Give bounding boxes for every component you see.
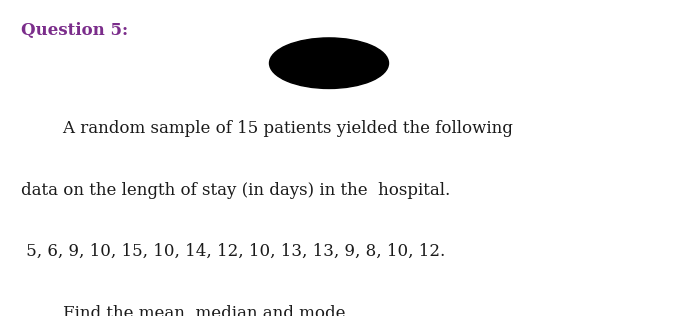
Text: Find the mean, median and mode: Find the mean, median and mode (21, 305, 346, 316)
Text: 5, 6, 9, 10, 15, 10, 14, 12, 10, 13, 13, 9, 8, 10, 12.: 5, 6, 9, 10, 15, 10, 14, 12, 10, 13, 13,… (21, 243, 445, 260)
Text: A random sample of 15 patients yielded the following: A random sample of 15 patients yielded t… (21, 120, 513, 137)
Text: data on the length of stay (in days) in the  hospital.: data on the length of stay (in days) in … (21, 182, 450, 199)
Ellipse shape (270, 38, 388, 88)
Text: Question 5:: Question 5: (21, 22, 128, 39)
